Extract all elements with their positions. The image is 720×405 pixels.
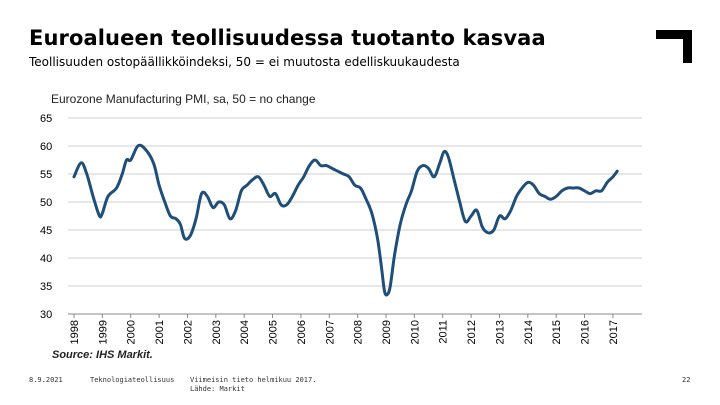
footer-note-line1: Viimeisin tieto helmikuu 2017.	[190, 376, 317, 384]
x-axis-ticks: 1998 1999 2000 2001 2002 2003 2004 2005 2006 2007…	[69, 314, 620, 344]
slide-title: Euroalueen teollisuudessa tuotanto kasva…	[29, 26, 546, 50]
y-axis-ticks: 65 60 55 50 45 40 35 30	[40, 113, 52, 321]
x-tick-label: 2004	[239, 320, 251, 344]
x-tick-label: 2014	[523, 320, 535, 344]
x-tick-label: 2006	[296, 320, 308, 344]
footer-note-line2: Lähde: Markit	[190, 385, 245, 393]
x-tick-label: 2001	[154, 320, 166, 344]
page-number: 22	[682, 376, 691, 384]
y-tick-label: 50	[40, 197, 52, 209]
y-tick-label: 30	[40, 309, 52, 321]
chart-title: Eurozone Manufacturing PMI, sa, 50 = no …	[51, 92, 316, 106]
x-tick-label: 2012	[466, 320, 478, 344]
x-tick-label: 2017	[608, 320, 620, 344]
y-tick-label: 45	[40, 225, 52, 237]
y-tick-label: 35	[40, 281, 52, 293]
x-tick-label: 1999	[97, 320, 109, 344]
y-tick-label: 40	[40, 253, 52, 265]
footer-note: Viimeisin tieto helmikuu 2017. Lähde: Ma…	[190, 376, 316, 394]
grid-lines	[68, 117, 642, 315]
y-tick-label: 55	[40, 169, 52, 181]
x-tick-label: 2009	[381, 320, 393, 344]
series-layer	[72, 143, 619, 297]
x-tick-label: 2003	[211, 320, 223, 344]
x-tick-label: 2010	[409, 320, 421, 344]
y-tick-label: 60	[40, 141, 52, 153]
x-tick-label: 2000	[126, 320, 138, 344]
x-tick-label: 2011	[438, 320, 450, 344]
series-line-0	[72, 143, 619, 297]
brand-logo-icon	[656, 30, 692, 63]
slide-subtitle: Teollisuuden ostopäällikköindeksi, 50 = …	[29, 55, 460, 69]
x-tick-label: 2002	[182, 320, 194, 344]
x-tick-label: 2005	[268, 320, 280, 344]
pmi-chart: Eurozone Manufacturing PMI, sa, 50 = no …	[40, 92, 642, 361]
x-tick-label: 2007	[324, 320, 336, 344]
x-tick-label: 2008	[353, 320, 365, 344]
x-tick-label: 2016	[580, 320, 592, 344]
x-tick-label: 2015	[551, 320, 563, 344]
footer-date: 8.9.2021	[29, 376, 63, 384]
x-tick-label: 2013	[494, 320, 506, 344]
chart-source: Source: IHS Markit.	[52, 349, 153, 361]
footer-organization: Teknologiateollisuus	[90, 376, 175, 384]
y-tick-label: 65	[40, 113, 52, 125]
x-tick-label: 1998	[69, 320, 81, 344]
